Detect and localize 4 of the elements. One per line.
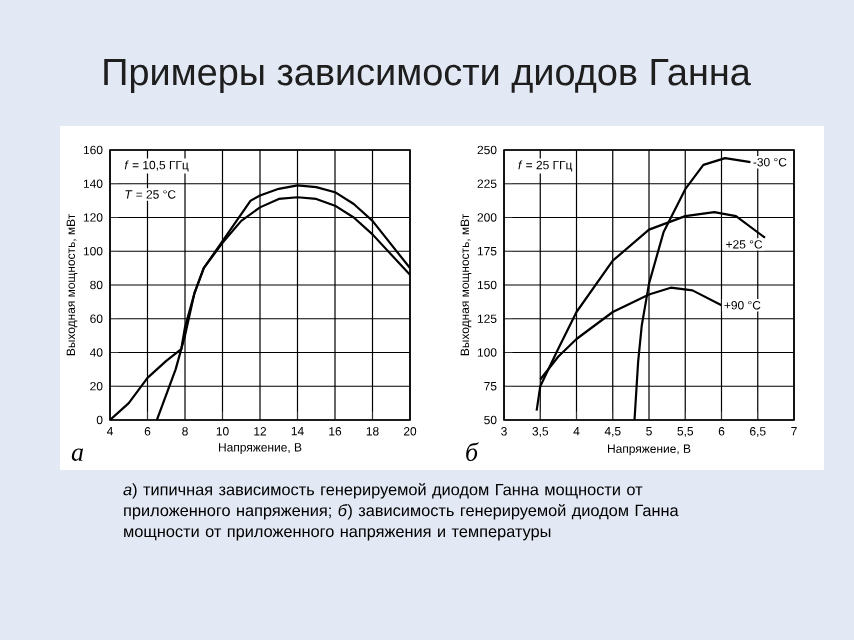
text: а) типичная зависимость генерируемой диодом Ганна мощности от приложенного напряжения; б) зависимость генерируемой диодом Ганна мощности от приложенного напряжения и температуры <box>123 483 679 541</box>
chart-title: Примеры зависимости диодов Ганна <box>104 59 751 93</box>
text: б <box>466 442 479 461</box>
text: а <box>71 448 84 461</box>
